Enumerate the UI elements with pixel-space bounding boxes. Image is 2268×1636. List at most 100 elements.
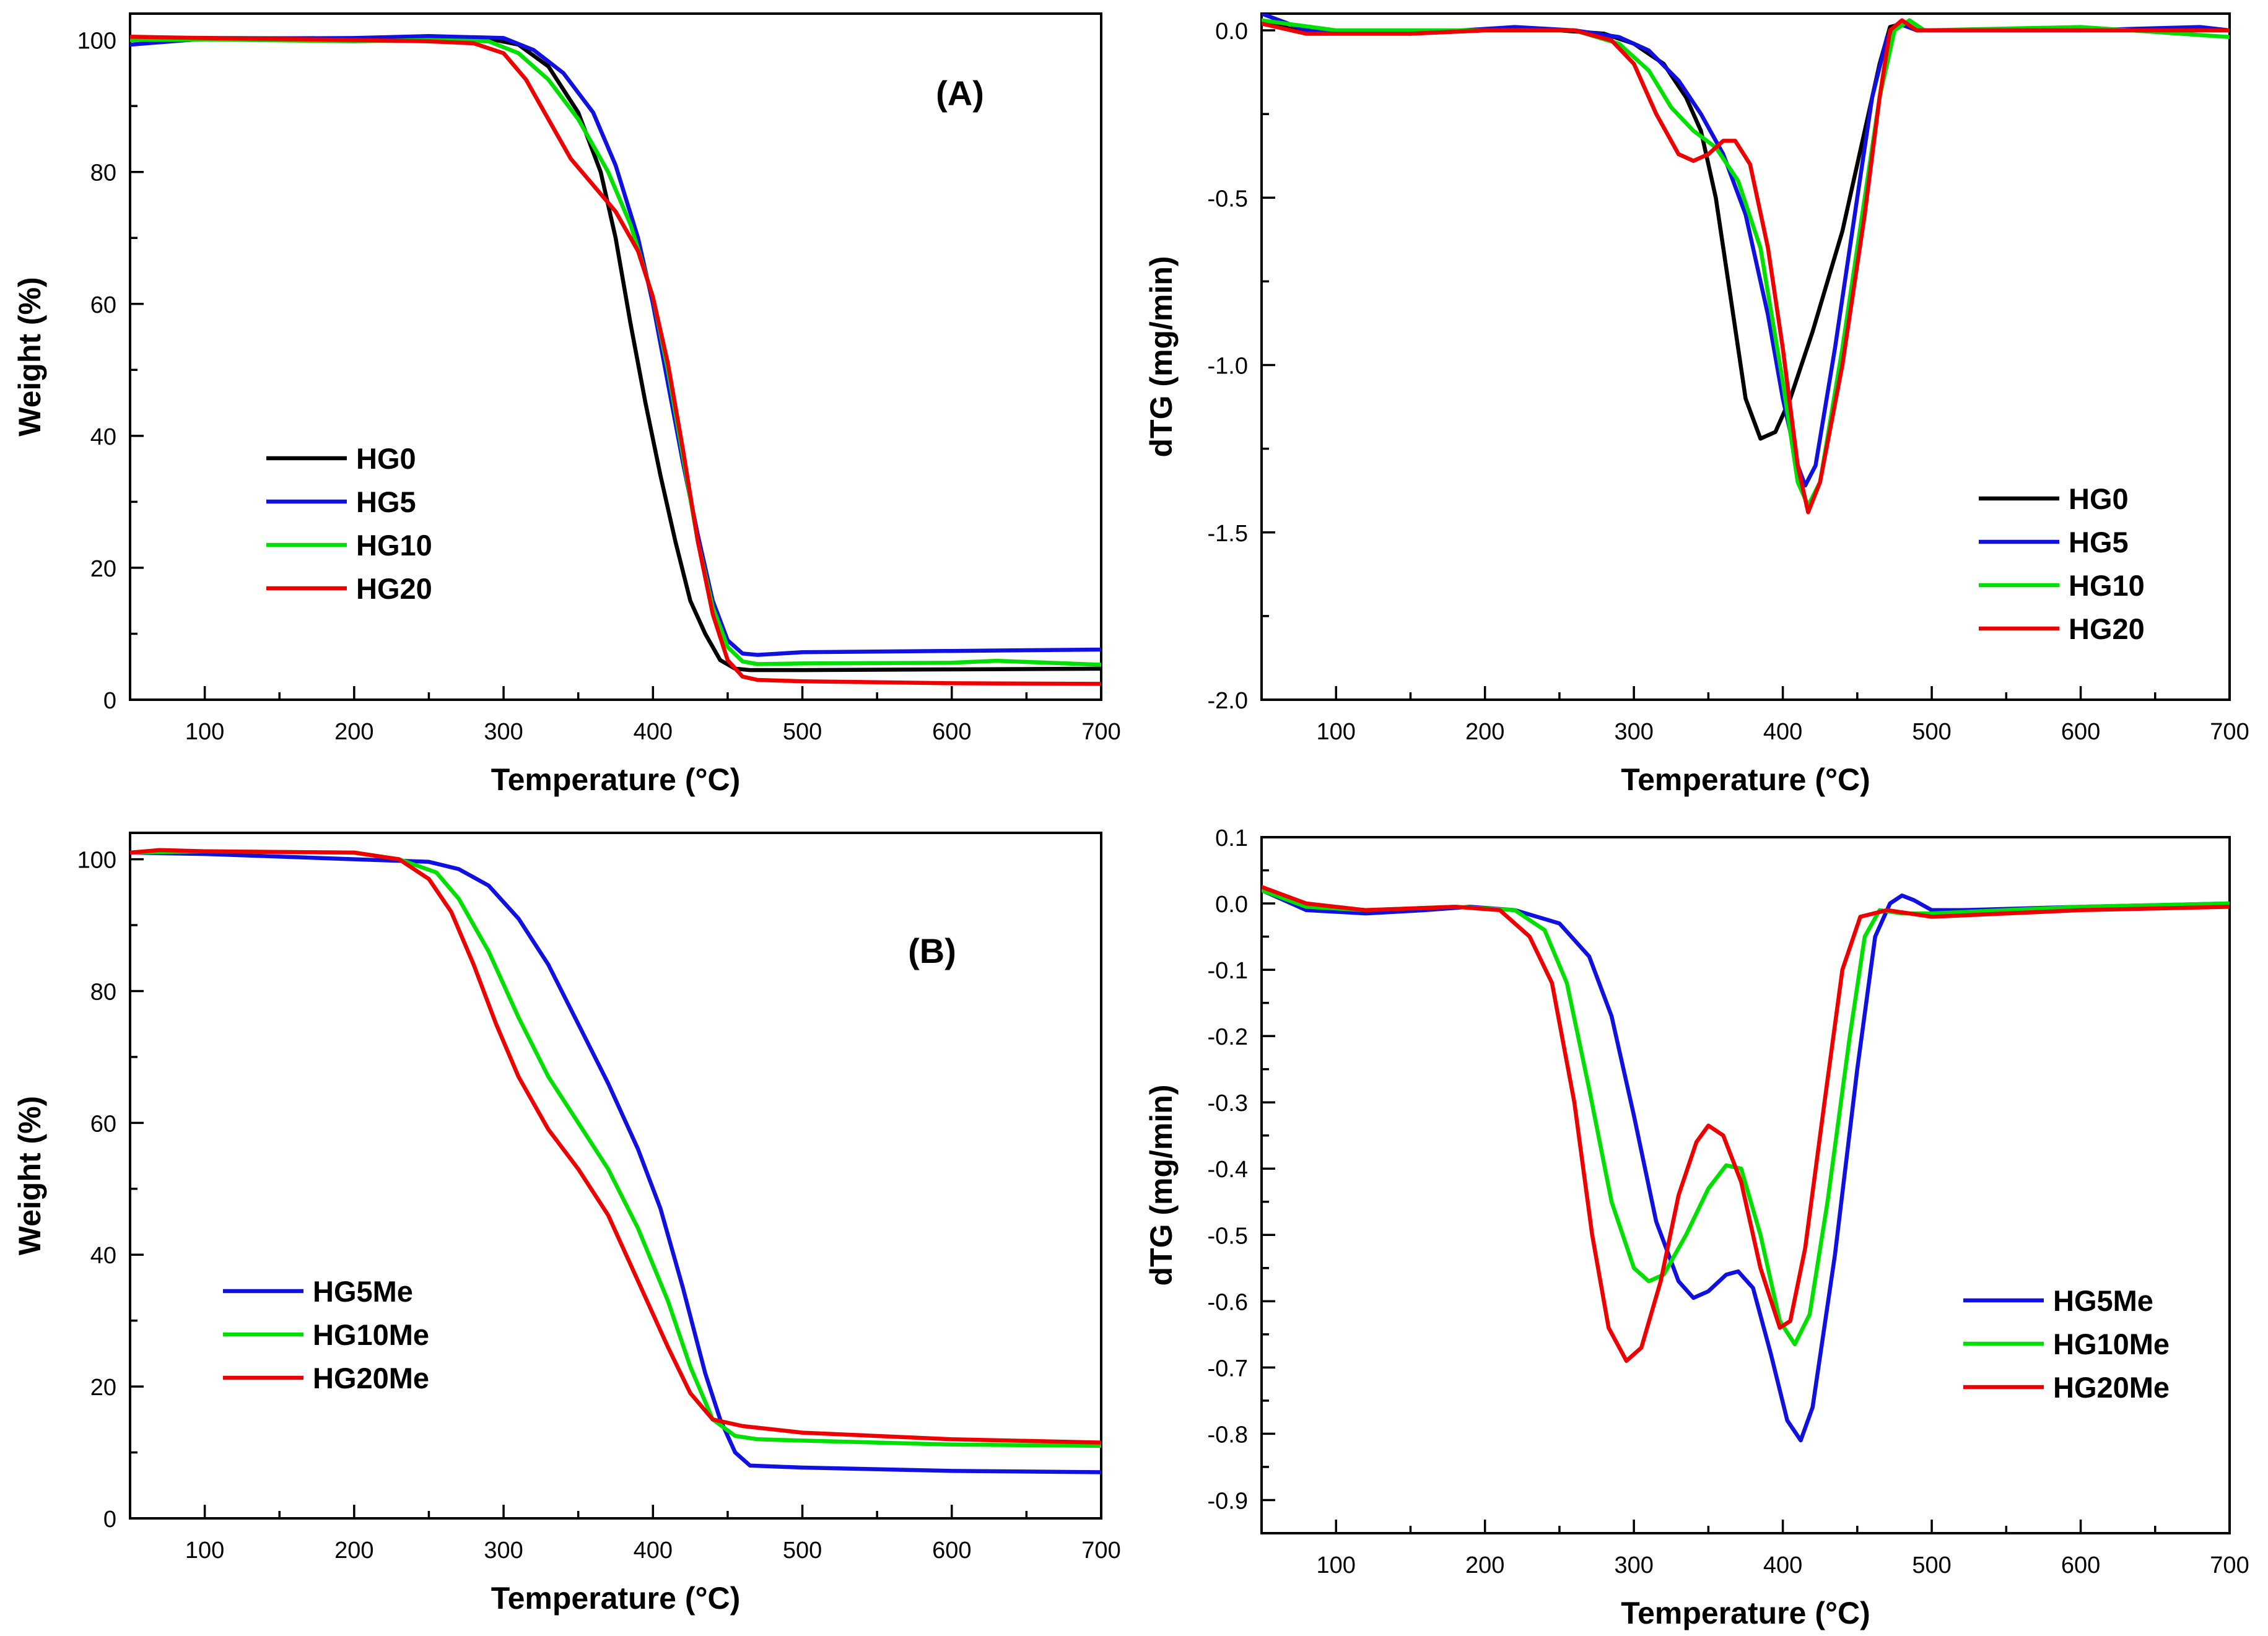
legend-label-hg20me: HG20Me (2053, 1371, 2170, 1404)
x-tick-label: 400 (634, 1538, 673, 1564)
y-tick-label: 20 (90, 556, 116, 582)
x-tick-label: 500 (1912, 1552, 1951, 1578)
y-tick-label: 60 (90, 292, 116, 318)
legend-label-hg20: HG20 (2069, 612, 2145, 645)
chart-dtg-A: 100 200 300 400 500 600 700 -2.0 -1.5 -1.0 -0.5 0.0… (1144, 12, 2249, 797)
x-tick-label: 200 (1465, 1552, 1504, 1578)
y-tick-label: -0.5 (1208, 1223, 1248, 1249)
x-tick-label: 100 (185, 719, 224, 745)
legend: HG0 HG5 HG10 HG20 (1979, 482, 2145, 645)
x-tick-label: 600 (2061, 719, 2100, 745)
series-line-hg20 (130, 35, 1101, 686)
x-tick-label: 100 (1317, 1552, 1356, 1578)
x-tick-label: 600 (932, 719, 971, 745)
y-tick-label: 100 (77, 28, 116, 54)
y-tick-label: -1.0 (1208, 354, 1248, 380)
chart-tga-B: 100 200 300 400 500 600 700 0 20 40 60 80 100 Tempera… (12, 832, 1121, 1616)
series-line-hg5 (130, 33, 1101, 657)
legend-label-hg0: HG0 (2069, 482, 2129, 515)
series-line-hg10 (130, 37, 1101, 667)
y-axis-title: dTG (mg/min) (1144, 256, 1179, 458)
x-tick-label: 400 (634, 719, 673, 745)
x-tick-label: 700 (2210, 719, 2249, 745)
x-tick-label: 300 (1614, 719, 1653, 745)
y-tick-label: 60 (90, 1111, 116, 1137)
series-line-hg20 (1262, 18, 2230, 515)
legend-label-hg10me: HG10Me (2053, 1328, 2170, 1360)
plot-frame (1260, 12, 2231, 701)
y-tick-label: -0.7 (1208, 1355, 1248, 1381)
y-tick-label: 0.1 (1215, 825, 1248, 851)
x-tick-label: 700 (1081, 719, 1120, 745)
y-tick-label: -0.9 (1208, 1488, 1248, 1514)
y-tick-label: 80 (90, 160, 116, 186)
y-tick-label: -0.4 (1208, 1157, 1248, 1183)
y-tick-label: 0 (103, 688, 116, 714)
plot-frame (1260, 836, 2231, 1534)
panel-label: (B) (908, 931, 956, 970)
legend-label-hg10: HG10 (2069, 569, 2145, 602)
y-tick-label: -2.0 (1208, 688, 1248, 714)
x-tick-label: 600 (932, 1538, 971, 1564)
y-tick-label: -0.5 (1208, 186, 1248, 212)
series-line-hg0 (1262, 18, 2230, 441)
series-line-hg10 (1262, 18, 2230, 508)
y-tick-label: 40 (90, 424, 116, 450)
x-tick-label: 200 (334, 1538, 373, 1564)
x-axis-title: Temperature (°C) (1621, 1596, 1870, 1630)
y-tick-label: 0 (103, 1507, 116, 1533)
x-tick-label: 100 (185, 1538, 224, 1564)
series-line-hg20me (1262, 885, 2230, 1363)
series-line-hg0 (130, 36, 1101, 672)
y-tick-label: -0.8 (1208, 1422, 1248, 1448)
legend-label-hg20me: HG20Me (313, 1362, 429, 1395)
x-tick-label: 600 (2061, 1552, 2100, 1578)
x-tick-label: 500 (783, 1538, 822, 1564)
chart-tga-A: 100 200 300 400 500 600 700 0 20 40 60 80 100 Tempera… (12, 12, 1121, 797)
legend-label-hg20: HG20 (356, 572, 432, 605)
x-axis-title: Temperature (°C) (491, 1581, 740, 1616)
legend-label-hg0: HG0 (356, 442, 416, 475)
chart-dtg-B: 100 200 300 400 500 600 700 -0.9 -0.8 -0.7 -0.6 -0.… (1144, 825, 2249, 1630)
legend-label-hg5me: HG5Me (2053, 1284, 2153, 1317)
legend-label-hg5: HG5 (2069, 526, 2129, 559)
plot-frame (129, 12, 1102, 701)
legend: HG5Me HG10Me HG20Me (1963, 1284, 2170, 1404)
legend: HG5Me HG10Me HG20Me (223, 1275, 429, 1395)
y-tick-label: 40 (90, 1243, 116, 1269)
y-axis-title: dTG (mg/min) (1144, 1085, 1179, 1286)
x-tick-label: 400 (1763, 719, 1802, 745)
x-tick-label: 400 (1763, 1552, 1802, 1578)
x-axis-title: Temperature (°C) (491, 762, 740, 797)
legend-label-hg10: HG10 (356, 529, 432, 562)
x-tick-label: 500 (1912, 719, 1951, 745)
y-tick-label: 0.0 (1215, 892, 1248, 918)
x-tick-label: 700 (2210, 1552, 2249, 1578)
y-axis-title: Weight (%) (12, 277, 47, 436)
x-tick-label: 700 (1081, 1538, 1120, 1564)
x-tick-label: 300 (1614, 1552, 1653, 1578)
legend-label-hg5me: HG5Me (313, 1275, 413, 1308)
y-tick-label: 0.0 (1215, 19, 1248, 45)
x-tick-label: 200 (1465, 719, 1504, 745)
y-tick-label: 20 (90, 1375, 116, 1401)
legend: HG0 HG5 HG10 HG20 (266, 442, 432, 605)
x-tick-label: 500 (783, 719, 822, 745)
x-tick-label: 200 (334, 719, 373, 745)
plot-frame (129, 832, 1102, 1520)
series-line-hg20me (130, 848, 1101, 1445)
series-line-hg5me (130, 850, 1101, 1474)
y-tick-label: -0.2 (1208, 1024, 1248, 1050)
y-tick-label: -0.6 (1208, 1289, 1248, 1315)
panel-label: (A) (936, 74, 984, 113)
y-axis-title: Weight (%) (12, 1096, 47, 1255)
x-tick-label: 300 (484, 1538, 523, 1564)
y-tick-label: -1.5 (1208, 521, 1248, 547)
y-tick-label: -0.3 (1208, 1090, 1248, 1116)
legend-label-hg10me: HG10Me (313, 1318, 429, 1351)
x-tick-label: 300 (484, 719, 523, 745)
legend-label-hg5: HG5 (356, 485, 416, 518)
y-tick-label: 100 (77, 848, 116, 874)
series-line-hg10me (1262, 888, 2230, 1347)
